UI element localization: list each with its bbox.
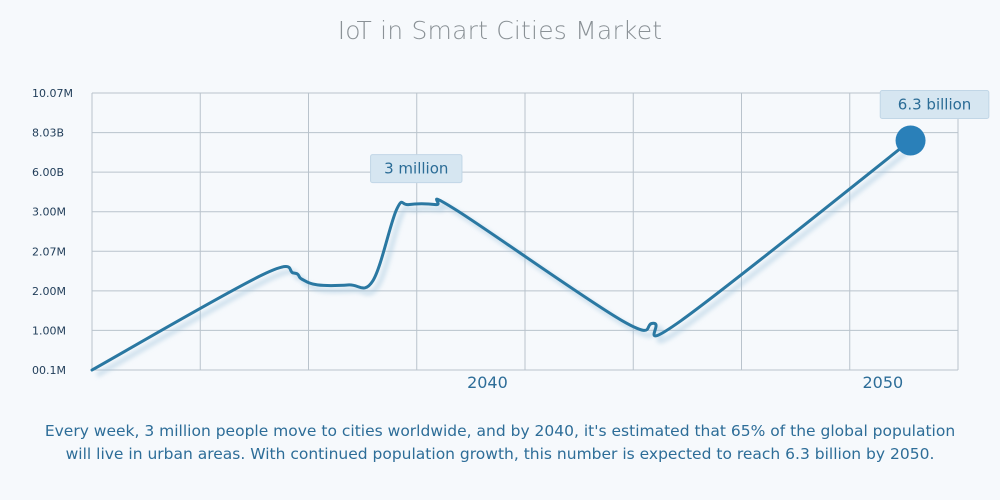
y-tick-label: 2.00M [32,285,66,298]
chart-title: IoT in Smart Cities Market [337,16,663,45]
annotation-callout: 6.3 billion [879,89,990,119]
annotation-label: 3 million [384,160,448,178]
annotation-box [370,154,463,184]
x-tick-label: 2050 [863,373,904,392]
series-line-shadow [95,143,918,378]
y-tick-label: 10.07M [32,87,73,100]
annotation-label: 6.3 billion [898,95,972,113]
annotations: 3 million 6.3 billion [370,89,990,184]
chart-caption: Every week, 3 million people move to cit… [44,422,956,463]
x-axis-labels: 2040 2050 [467,373,903,392]
line-chart: 00.1M 1.00M 2.00M 2.07M 3.00M 6.00B 8.03B 10.07… [32,87,990,392]
series-end-marker [895,125,926,156]
annotation-box [879,89,990,119]
grid [91,92,959,371]
y-tick-label: 1.00M [32,324,66,337]
y-tick-label: 8.03B [32,127,64,140]
y-tick-label: 3.00M [32,206,66,219]
series-line [90,138,913,372]
y-tick-label: 6.00B [32,166,64,179]
y-tick-label: 2.07M [32,245,66,258]
series [90,125,926,378]
y-axis-labels: 00.1M 1.00M 2.00M 2.07M 3.00M 6.00B 8.03B 10.07… [32,87,73,377]
x-tick-label: 2040 [467,373,508,392]
annotation-callout: 3 million [370,154,463,184]
y-tick-label: 00.1M [32,364,66,377]
